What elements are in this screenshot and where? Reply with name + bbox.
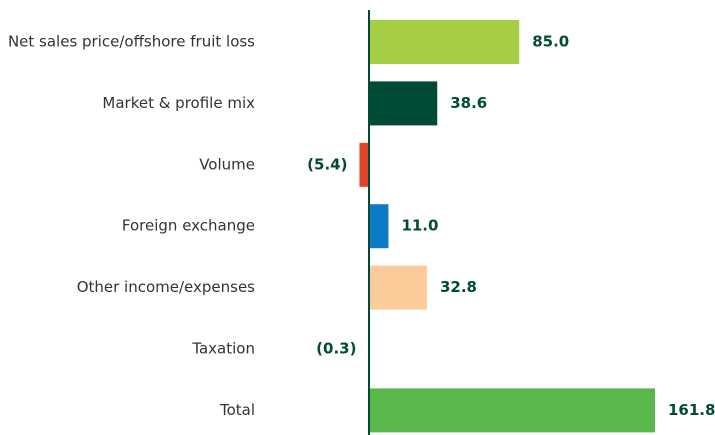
value-label: (0.3) <box>316 340 356 358</box>
category-label: Net sales price/offshore fruit loss <box>8 33 255 51</box>
bar <box>369 81 438 126</box>
bar <box>369 265 427 310</box>
bar <box>369 20 520 64</box>
value-label: 38.6 <box>450 94 487 112</box>
value-label: 32.8 <box>440 278 477 296</box>
category-label: Total <box>219 401 255 419</box>
category-label: Foreign exchange <box>122 217 255 235</box>
value-label: 85.0 <box>532 33 569 51</box>
category-label: Market & profile mix <box>102 94 255 112</box>
bar <box>369 388 655 433</box>
value-label: (5.4) <box>307 155 347 173</box>
category-label: Taxation <box>191 340 255 358</box>
value-label: 11.0 <box>401 217 438 235</box>
bar <box>369 204 389 249</box>
bar <box>359 142 369 187</box>
category-label: Other income/expenses <box>77 278 255 296</box>
value-label: 161.8 <box>668 401 715 419</box>
category-label: Volume <box>199 155 255 173</box>
